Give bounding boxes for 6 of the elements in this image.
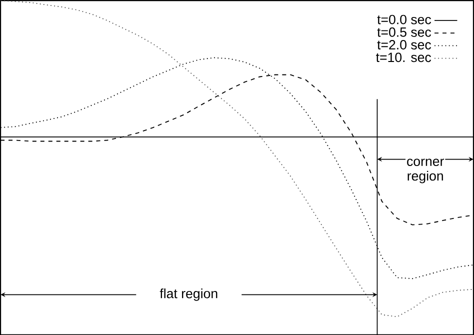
legend-label: t=0.0 sec — [377, 14, 432, 24]
legend-label: t=0.5 sec — [377, 27, 432, 37]
legend-label: t=2.0 sec — [377, 40, 432, 50]
legend-label: t=10. sec — [376, 52, 432, 62]
annotation: flat region — [160, 288, 218, 301]
annotation: corner region — [407, 158, 444, 184]
